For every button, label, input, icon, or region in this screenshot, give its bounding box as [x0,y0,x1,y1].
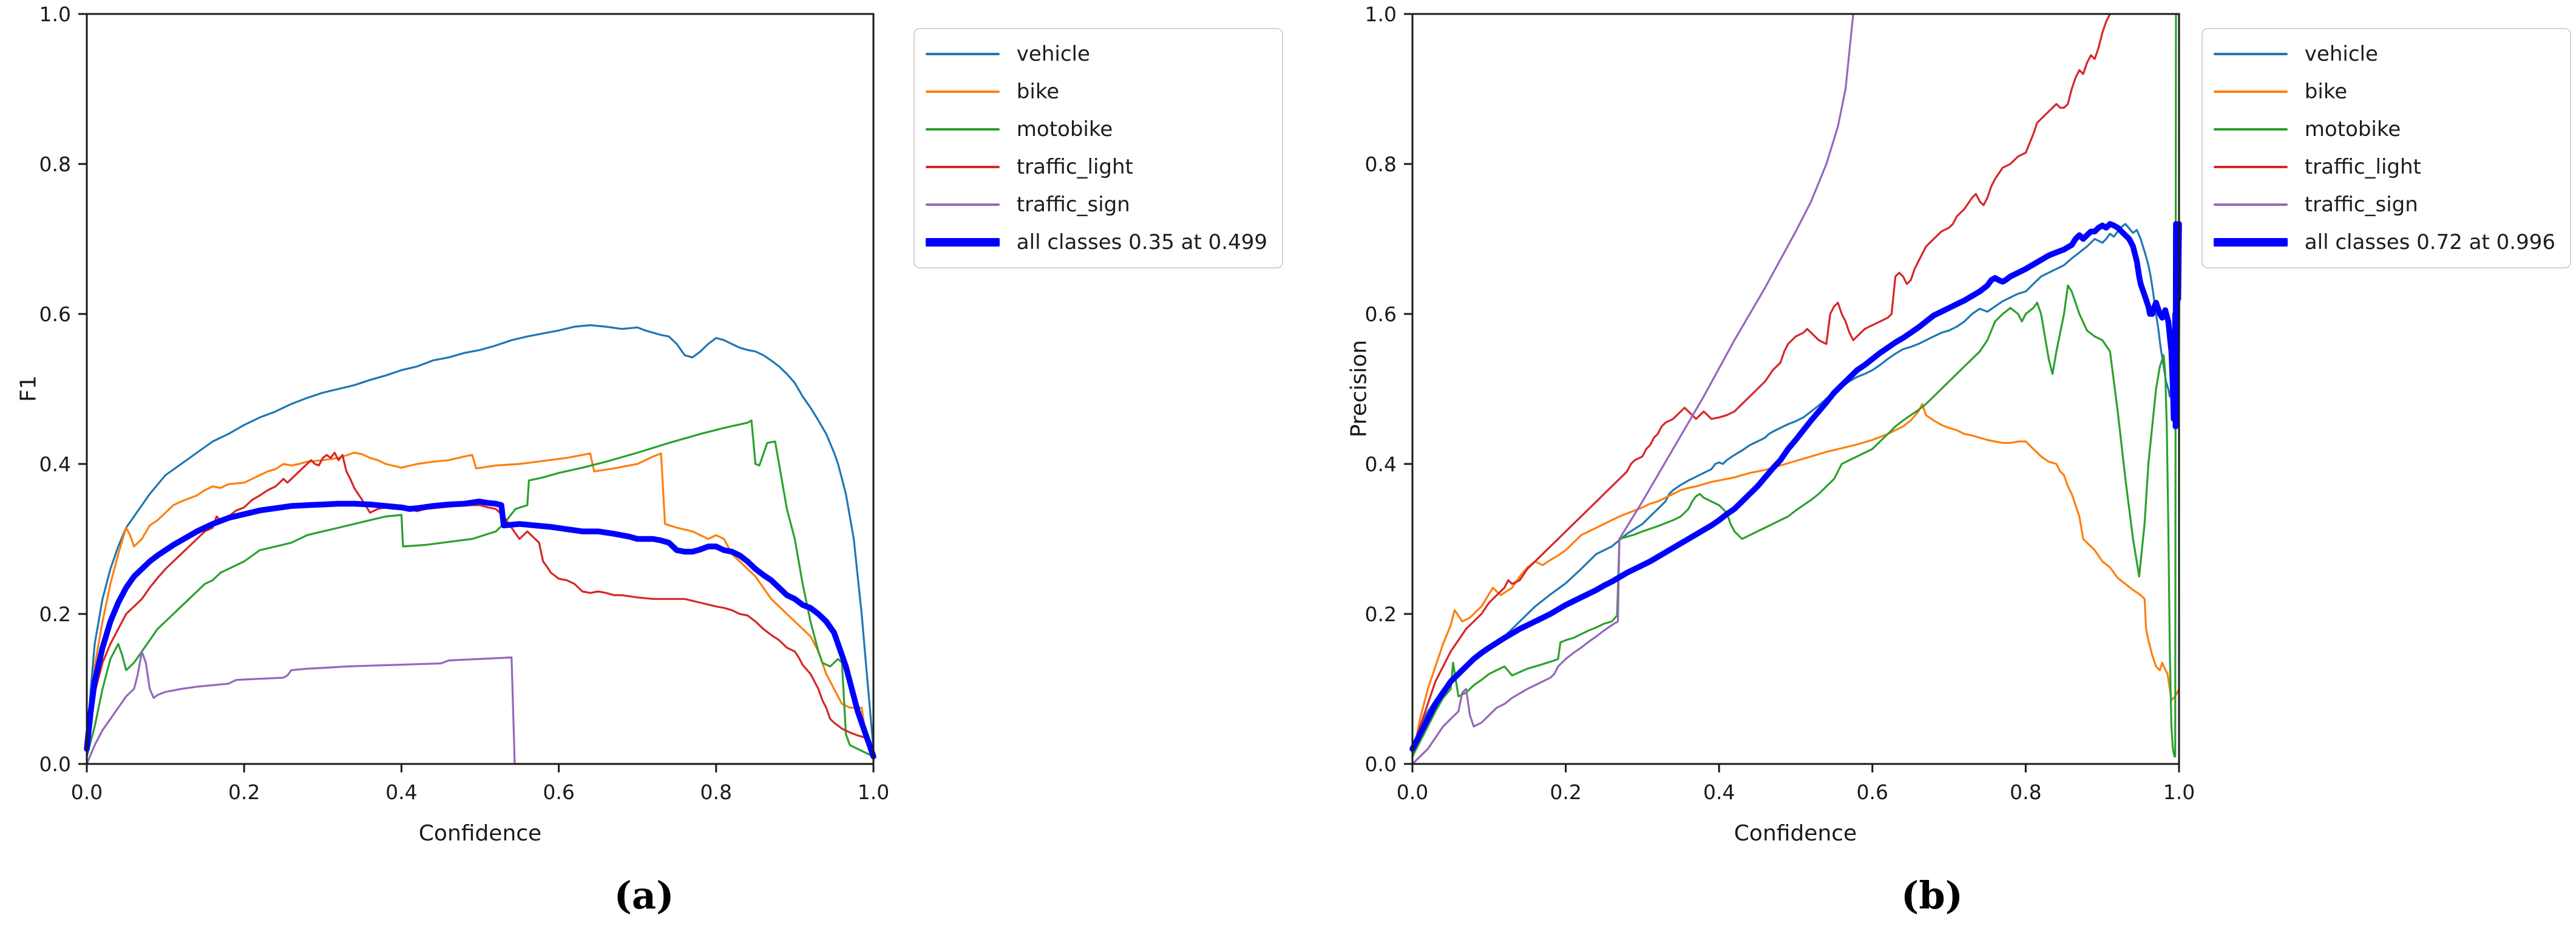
x-tick-label: 1.0 [858,780,889,804]
chart-a-ylabel: F1 [16,375,41,402]
legend-item-all: all classes 0.72 at 0.996 [2213,223,2555,261]
legend-line-sample [2213,53,2288,55]
legend-label: bike [2304,80,2348,104]
legend-line-sample [925,203,1000,206]
y-axis-ticks: 0.0 0.2 0.4 0.6 0.8 1.0 [1365,2,1412,776]
chart-b-legend: vehicle bike motobike traffic_light traffic_… [2201,28,2571,268]
y-axis-ticks: 0.0 0.2 0.4 0.6 0.8 1.0 [39,2,87,776]
chart-a-xlabel: Confidence [418,821,542,846]
y-tick-label: 0.0 [39,752,71,776]
legend-item-motobike: motobike [925,111,1267,148]
x-tick-label: 0.6 [543,780,574,804]
y-tick-label: 0.6 [39,302,71,326]
series-motobike [86,419,875,758]
series-traffic_sign [86,650,875,765]
legend-item-traffic_sign: traffic_sign [925,186,1267,223]
legend-label: vehicle [2304,42,2378,66]
legend-line-sample [925,166,1000,168]
series-vehicle [86,324,875,750]
chart-b-canvas: 0.0 0.2 0.4 0.6 0.8 1.0 0.0 0.2 0.4 0.6 0.8 1.0 [1365,2,2195,804]
legend-label: all classes 0.35 at 0.499 [1016,230,1267,254]
y-tick-label: 1.0 [39,2,71,26]
plot-frame [1411,13,2180,765]
legend-line-sample [2213,203,2288,206]
legend-line-sample [925,90,1000,93]
series-all-classes [1409,221,2182,752]
legend-item-vehicle: vehicle [2213,35,2555,73]
chart-b-caption: (b) [1900,873,1964,918]
y-tick-label: 0.4 [1365,452,1397,476]
x-axis-ticks: 0.0 0.2 0.4 0.6 0.8 1.0 [1397,764,2195,804]
x-tick-label: 0.8 [2010,780,2041,804]
chart-a-caption: (a) [614,873,674,918]
legend-item-motobike: motobike [2213,111,2555,148]
legend-label: motobike [2304,117,2401,141]
chart-b-xlabel: Confidence [1734,821,1857,846]
series-traffic_sign [1411,13,1854,765]
legend-item-bike: bike [925,73,1267,111]
series-traffic_light [1411,13,2111,750]
legend-line-sample [2213,166,2288,168]
x-tick-label: 0.4 [1703,780,1735,804]
series-group [1409,13,2182,765]
x-tick-label: 0.0 [71,780,103,804]
chart-b-ylabel: Precision [1346,339,1372,438]
x-tick-label: 0.2 [1550,780,1581,804]
y-tick-label: 0.0 [1365,752,1397,776]
chart-a: 0.0 0.2 0.4 0.6 0.8 1.0 0.0 0.2 0.4 0.6 0.8 1.0 F1 … [16,2,1283,918]
chart-a-legend: vehicle bike motobike traffic_light traffic_… [913,28,1283,268]
legend-line-sample [2213,128,2288,131]
series-motobike [1411,13,2177,758]
legend-label: traffic_light [2304,155,2421,179]
legend-label: vehicle [1016,42,1090,66]
y-tick-label: 0.2 [1365,602,1397,626]
legend-line-sample [925,238,1000,247]
legend-item-all: all classes 0.35 at 0.499 [925,223,1267,261]
legend-line-sample [2213,238,2288,247]
legend-label: traffic_light [1016,155,1133,179]
series-all-classes [84,499,876,760]
chart-a-canvas: 0.0 0.2 0.4 0.6 0.8 1.0 0.0 0.2 0.4 0.6 0.8 1.0 [39,2,890,804]
legend-label: motobike [1016,117,1113,141]
y-tick-label: 0.6 [1365,302,1397,326]
series-bike [86,451,875,750]
legend-label: all classes 0.72 at 0.996 [2304,230,2555,254]
plot-frame [86,13,875,765]
x-tick-label: 0.6 [1857,780,1888,804]
x-axis-ticks: 0.0 0.2 0.4 0.6 0.8 1.0 [71,764,889,804]
legend-line-sample [925,53,1000,55]
legend-label: traffic_sign [2304,193,2418,217]
y-tick-label: 1.0 [1365,2,1397,26]
legend-item-bike: bike [2213,73,2555,111]
legend-item-traffic_light: traffic_light [925,148,1267,186]
x-tick-label: 0.0 [1397,780,1428,804]
x-tick-label: 0.4 [385,780,417,804]
chart-b: 0.0 0.2 0.4 0.6 0.8 1.0 0.0 0.2 0.4 0.6 0.8 1.0 Pre… [1288,0,2576,937]
series-group [84,324,876,765]
legend-label: bike [1016,80,1060,104]
y-tick-label: 0.4 [39,452,71,476]
y-tick-label: 0.8 [1365,152,1397,176]
legend-item-traffic_sign: traffic_sign [2213,186,2555,223]
x-tick-label: 1.0 [2163,780,2195,804]
legend-label: traffic_sign [1016,193,1130,217]
legend-item-vehicle: vehicle [925,35,1267,73]
legend-line-sample [2213,90,2288,93]
series-traffic_light [86,451,875,758]
series-vehicle [1411,223,2180,750]
y-tick-label: 0.8 [39,152,71,176]
x-tick-label: 0.8 [700,780,732,804]
y-tick-label: 0.2 [39,602,71,626]
legend-line-sample [925,128,1000,131]
x-tick-label: 0.2 [228,780,260,804]
legend-item-traffic_light: traffic_light [2213,148,2555,186]
series-bike [1411,403,2180,758]
